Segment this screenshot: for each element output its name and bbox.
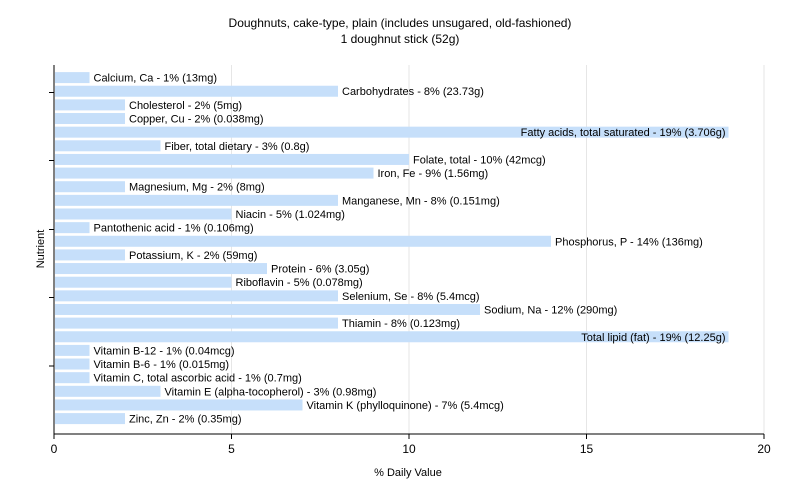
bar (55, 344, 90, 356)
bar (55, 167, 374, 179)
chart-title: Doughnuts, cake-type, plain (includes un… (228, 16, 572, 30)
bar (55, 194, 338, 206)
x-tick-label: 10 (402, 442, 416, 456)
bar (55, 153, 409, 165)
bar (55, 72, 90, 84)
bar (55, 399, 303, 411)
x-tick-label: 0 (51, 442, 58, 456)
bar-label: Vitamin C, total ascorbic acid - 1% (0.7… (94, 373, 302, 385)
bar-label: Thiamin - 8% (0.123mg) (342, 318, 460, 330)
bar (55, 222, 90, 234)
bar-label: Magnesium, Mg - 2% (8mg) (129, 182, 265, 194)
bar-label: Copper, Cu - 2% (0.038mg) (129, 114, 264, 126)
bar-label: Pantothenic acid - 1% (0.106mg) (94, 223, 254, 235)
data-labels: Calcium, Ca - 1% (13mg) Carbohydrates - 8… (94, 73, 726, 426)
bar-label: Vitamin B-6 - 1% (0.015mg) (94, 359, 230, 371)
x-axis-title: % Daily Value (374, 467, 442, 479)
bar-label: Manganese, Mn - 8% (0.151mg) (342, 195, 500, 207)
bar-label: Protein - 6% (3.05g) (271, 264, 369, 276)
bar-label: Potassium, K - 2% (59mg) (129, 250, 257, 262)
bar-label: Zinc, Zn - 2% (0.35mg) (129, 414, 241, 426)
bar-label: Folate, total - 10% (42mcg) (413, 154, 546, 166)
bar (55, 317, 338, 329)
bar-label: Fatty acids, total saturated - 19% (3.70… (521, 127, 726, 139)
bar (55, 140, 161, 152)
bar-label: Iron, Fe - 9% (1.56mg) (378, 168, 489, 180)
bar-label: Carbohydrates - 8% (23.73g) (342, 86, 484, 98)
bar-label: Total lipid (fat) - 19% (12.25g) (581, 332, 725, 344)
bar (55, 303, 480, 315)
y-axis-title: Nutrient (35, 230, 47, 269)
chart-subtitle: 1 doughnut stick (52g) (340, 32, 460, 46)
bar (55, 413, 125, 425)
bars (55, 72, 729, 425)
bar-label: Vitamin K (phylloquinone) - 7% (5.4mcg) (307, 400, 504, 412)
bar-label: Fiber, total dietary - 3% (0.8g) (165, 141, 310, 153)
bar-label: Vitamin E (alpha-tocopherol) - 3% (0.98m… (165, 386, 377, 398)
bar (55, 290, 338, 302)
gridlines (231, 65, 765, 434)
bar-label: Sodium, Na - 12% (290mg) (484, 304, 617, 316)
bar-label: Cholesterol - 2% (5mg) (129, 100, 242, 112)
bar-label: Vitamin B-12 - 1% (0.04mcg) (94, 345, 235, 357)
bar (55, 372, 90, 384)
bar (55, 385, 161, 397)
axes: 0 5 10 15 20 (49, 65, 771, 456)
bar-label: Phosphorus, P - 14% (136mg) (555, 236, 703, 248)
bar (55, 208, 232, 220)
bar (55, 276, 232, 288)
bar (55, 263, 267, 275)
bar (55, 249, 125, 261)
x-tick-label: 20 (757, 442, 771, 456)
bar (55, 331, 729, 343)
bar (55, 358, 90, 370)
bar (55, 85, 338, 97)
bar-label: Niacin - 5% (1.024mg) (236, 209, 345, 221)
bar (55, 126, 729, 138)
bar-label: Selenium, Se - 8% (5.4mcg) (342, 291, 480, 303)
bar (55, 181, 125, 193)
bar (55, 113, 125, 125)
bar-label: Riboflavin - 5% (0.078mg) (236, 277, 363, 289)
x-tick-label: 5 (228, 442, 235, 456)
bar (55, 99, 125, 111)
x-tick-label: 15 (580, 442, 594, 456)
bar (55, 235, 551, 247)
bar-label: Calcium, Ca - 1% (13mg) (94, 73, 217, 85)
